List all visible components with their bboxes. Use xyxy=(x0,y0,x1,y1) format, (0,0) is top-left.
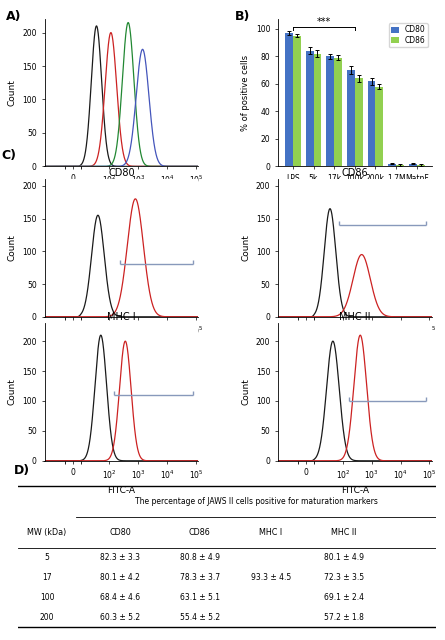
Bar xyxy=(293,36,301,166)
Text: 80.1 ± 4.2: 80.1 ± 4.2 xyxy=(100,573,140,582)
Bar xyxy=(368,81,376,166)
Text: 17: 17 xyxy=(42,573,52,582)
Bar xyxy=(285,33,293,166)
Y-axis label: Count: Count xyxy=(241,235,251,261)
X-axis label: FITC-A: FITC-A xyxy=(341,486,369,495)
Bar xyxy=(417,165,425,166)
Bar xyxy=(409,164,417,166)
Bar xyxy=(306,51,314,166)
Text: C): C) xyxy=(1,149,16,162)
Text: 69.1 ± 2.4: 69.1 ± 2.4 xyxy=(324,593,364,602)
Y-axis label: % of positive cells: % of positive cells xyxy=(241,55,251,131)
Y-axis label: Count: Count xyxy=(8,235,17,261)
Text: 100: 100 xyxy=(40,593,54,602)
Title: MHC I: MHC I xyxy=(107,312,136,323)
Y-axis label: Count: Count xyxy=(8,379,17,405)
X-axis label: FITC-A: FITC-A xyxy=(341,342,369,351)
X-axis label: FITC-A: FITC-A xyxy=(107,486,135,495)
Text: 5: 5 xyxy=(44,553,49,562)
Bar xyxy=(396,165,404,166)
Text: A): A) xyxy=(6,10,22,24)
Bar xyxy=(314,54,321,166)
Text: 55.4 ± 5.2: 55.4 ± 5.2 xyxy=(180,613,220,622)
Text: 82.3 ± 3.3: 82.3 ± 3.3 xyxy=(100,553,140,562)
X-axis label: Molecular weight of HA (Da): Molecular weight of HA (Da) xyxy=(301,189,409,198)
X-axis label: FITC-A: FITC-A xyxy=(107,192,135,201)
Text: B): B) xyxy=(235,10,251,24)
Text: 200: 200 xyxy=(40,613,54,622)
Text: 68.4 ± 4.6: 68.4 ± 4.6 xyxy=(100,593,140,602)
Text: 78.3 ± 3.7: 78.3 ± 3.7 xyxy=(180,573,220,582)
Title: MHC II: MHC II xyxy=(339,312,371,323)
X-axis label: FITC-A: FITC-A xyxy=(107,342,135,351)
Title: CD86: CD86 xyxy=(341,168,368,179)
Text: 80.1 ± 4.9: 80.1 ± 4.9 xyxy=(324,553,364,562)
Text: 93.3 ± 4.5: 93.3 ± 4.5 xyxy=(251,573,291,582)
Text: The percentage of JAWS II cells positive for maturation markers: The percentage of JAWS II cells positive… xyxy=(135,497,378,506)
Bar xyxy=(326,56,334,166)
Text: MHC II: MHC II xyxy=(332,528,357,537)
Title: CD80: CD80 xyxy=(108,168,135,179)
Text: 63.1 ± 5.1: 63.1 ± 5.1 xyxy=(180,593,220,602)
Bar xyxy=(376,86,383,166)
Bar xyxy=(334,58,342,166)
Legend: CD80, CD86: CD80, CD86 xyxy=(389,23,428,47)
Text: 72.3 ± 3.5: 72.3 ± 3.5 xyxy=(324,573,364,582)
Y-axis label: Count: Count xyxy=(241,379,251,405)
Text: D): D) xyxy=(14,464,30,477)
Bar xyxy=(388,164,396,166)
Text: 60.3 ± 5.2: 60.3 ± 5.2 xyxy=(100,613,140,622)
Text: CD80: CD80 xyxy=(109,528,131,537)
Bar xyxy=(347,70,355,166)
Text: MW (kDa): MW (kDa) xyxy=(28,528,67,537)
Text: MHC I: MHC I xyxy=(259,528,283,537)
Text: 57.2 ± 1.8: 57.2 ± 1.8 xyxy=(324,613,364,622)
Y-axis label: Count: Count xyxy=(8,79,17,106)
Text: CD86: CD86 xyxy=(189,528,210,537)
Text: ***: *** xyxy=(317,17,331,27)
Bar xyxy=(355,78,363,166)
Text: 80.8 ± 4.9: 80.8 ± 4.9 xyxy=(180,553,220,562)
